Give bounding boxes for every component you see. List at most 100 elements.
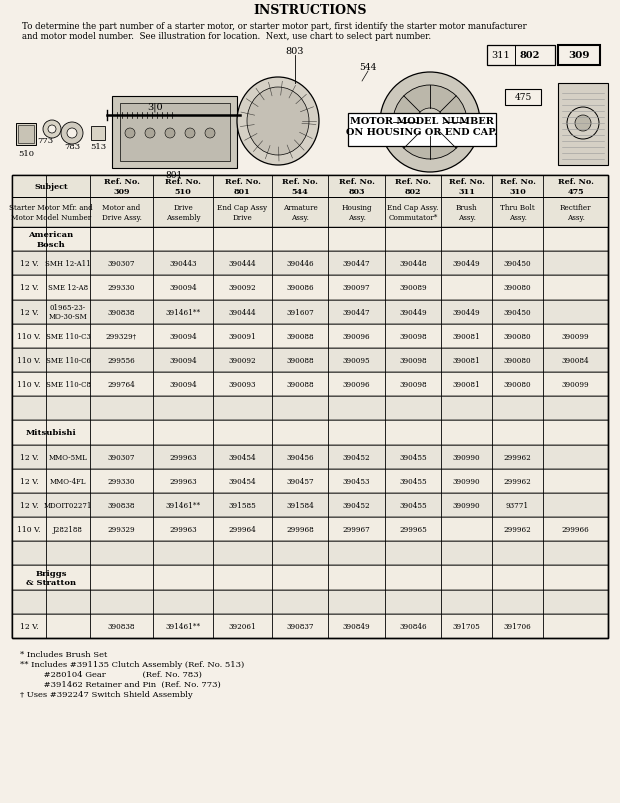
Bar (12, 324, 608, 349)
Text: 390099: 390099 (562, 381, 590, 389)
Text: 391607: 391607 (286, 308, 314, 316)
Bar (12, 614, 608, 638)
Bar (120, 104, 230, 161)
Text: Ref. No.
801: Ref. No. 801 (224, 178, 260, 195)
Text: SMH 12-A11: SMH 12-A11 (45, 260, 91, 268)
Bar (12, 349, 608, 373)
Text: 390093: 390093 (229, 381, 256, 389)
Text: 390454: 390454 (229, 453, 256, 461)
Text: 309: 309 (569, 51, 590, 60)
Text: Ref. No.
475: Ref. No. 475 (557, 178, 593, 195)
Text: 390096: 390096 (343, 332, 370, 340)
Text: 390084: 390084 (562, 357, 590, 365)
Text: 390450: 390450 (503, 260, 531, 268)
Bar (12, 493, 608, 517)
Text: 391461**: 391461** (166, 501, 200, 509)
Circle shape (48, 126, 56, 134)
Text: 12 V.: 12 V. (20, 622, 38, 630)
Circle shape (61, 123, 83, 145)
Text: 390091: 390091 (229, 332, 257, 340)
Text: Motor and
Drive Assy.: Motor and Drive Assy. (102, 204, 141, 222)
Text: 12 V.: 12 V. (20, 453, 38, 461)
Text: 390096: 390096 (343, 381, 370, 389)
Text: #391462 Retainer and Pin  (Ref. No. 773): #391462 Retainer and Pin (Ref. No. 773) (20, 680, 221, 688)
Circle shape (185, 128, 195, 139)
Text: 390449: 390449 (453, 260, 480, 268)
Bar (12, 276, 608, 300)
Text: Ref. No.
311: Ref. No. 311 (448, 178, 484, 195)
Text: SME 12-A8: SME 12-A8 (48, 284, 88, 292)
Text: 513: 513 (90, 143, 106, 151)
Text: 390444: 390444 (229, 260, 256, 268)
Text: 390455: 390455 (399, 477, 427, 485)
Text: 390447: 390447 (343, 260, 370, 268)
Text: 299556: 299556 (108, 357, 135, 365)
Bar (16, 124, 36, 146)
Text: 390098: 390098 (399, 332, 427, 340)
Text: 391461**: 391461** (166, 622, 200, 630)
Bar (12, 300, 608, 324)
Text: MDOIT02271: MDOIT02271 (44, 501, 92, 509)
Text: 110 V.: 110 V. (17, 332, 41, 340)
Bar (12, 252, 608, 276)
Circle shape (393, 86, 467, 160)
Text: 390086: 390086 (286, 284, 314, 292)
Text: Ref. No.
309: Ref. No. 309 (104, 178, 140, 195)
Text: 390080: 390080 (503, 332, 531, 340)
Text: 390098: 390098 (399, 357, 427, 365)
Text: 12 V.: 12 V. (20, 284, 38, 292)
Bar (12, 176, 608, 638)
Text: 299764: 299764 (108, 381, 135, 389)
Text: 390990: 390990 (453, 501, 480, 509)
Text: 390307: 390307 (108, 453, 135, 461)
Text: 783: 783 (64, 143, 80, 151)
Text: 803: 803 (286, 47, 304, 55)
Text: 110 V.: 110 V. (17, 381, 41, 389)
Text: 390990: 390990 (453, 477, 480, 485)
Text: 390452: 390452 (343, 501, 370, 509)
Text: 390452: 390452 (343, 453, 370, 461)
Text: 390838: 390838 (108, 622, 135, 630)
Circle shape (125, 128, 135, 139)
Text: Drive
Assembly: Drive Assembly (166, 204, 200, 222)
Bar (18, 126, 34, 144)
Text: To determine the part number of a starter motor, or starter motor part, first id: To determine the part number of a starte… (22, 22, 527, 41)
Text: End Cap Assy.
Commutator*: End Cap Assy. Commutator* (388, 204, 439, 222)
Circle shape (380, 73, 480, 173)
Text: 299963: 299963 (169, 477, 197, 485)
Ellipse shape (247, 88, 309, 156)
Bar (12, 541, 608, 566)
Bar (12, 373, 608, 397)
Text: 390081: 390081 (453, 332, 480, 340)
Text: 12 V.: 12 V. (20, 260, 38, 268)
Circle shape (416, 109, 444, 137)
Text: 390092: 390092 (229, 357, 256, 365)
Text: 299330: 299330 (108, 284, 135, 292)
Text: 299967: 299967 (343, 525, 370, 533)
Text: MMO-4FL: MMO-4FL (50, 477, 86, 485)
Text: 390080: 390080 (503, 357, 531, 365)
Text: Armature
Assy.: Armature Assy. (283, 204, 317, 222)
Text: 12 V.: 12 V. (20, 308, 38, 316)
Text: 390094: 390094 (169, 357, 197, 365)
Text: 390838: 390838 (108, 308, 135, 316)
Text: 12 V.: 12 V. (20, 501, 38, 509)
Text: 390455: 390455 (399, 501, 427, 509)
Text: Ref. No.
802: Ref. No. 802 (395, 178, 431, 195)
Text: 390089: 390089 (399, 284, 427, 292)
Text: 390448: 390448 (399, 260, 427, 268)
Text: 390449: 390449 (453, 308, 480, 316)
Bar (487, 46, 555, 66)
Text: 110 V.: 110 V. (17, 525, 41, 533)
Text: Subject: Subject (34, 183, 68, 191)
Text: 390094: 390094 (169, 332, 197, 340)
Bar (91, 127, 105, 141)
Text: 390450: 390450 (503, 308, 531, 316)
Text: 390099: 390099 (562, 332, 590, 340)
Text: 390307: 390307 (108, 260, 135, 268)
Text: Rectifier
Assy.: Rectifier Assy. (560, 204, 591, 222)
Bar (12, 517, 608, 541)
Bar (558, 84, 608, 165)
Text: Ref. No.
510: Ref. No. 510 (165, 178, 201, 195)
Text: 390081: 390081 (453, 381, 480, 389)
